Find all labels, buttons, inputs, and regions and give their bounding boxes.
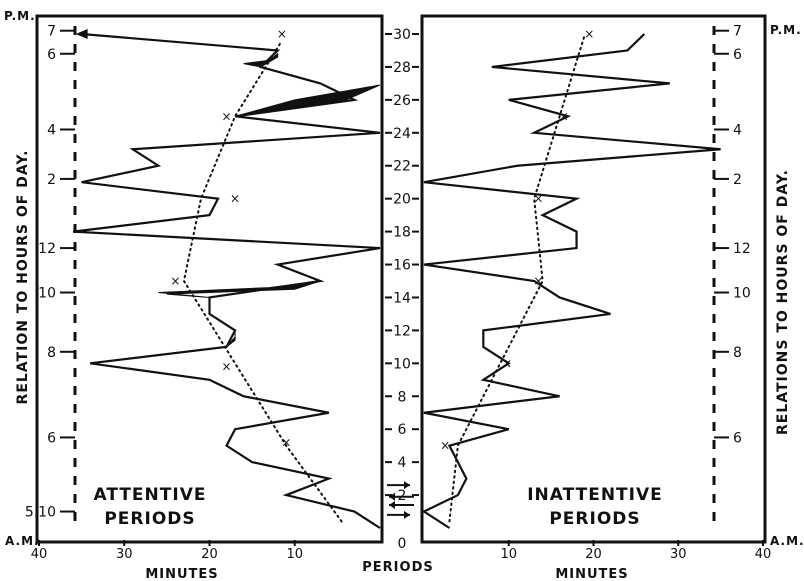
inattentive-series-trend-mark: ×	[533, 192, 543, 206]
left-hour-tick-label: 12	[38, 241, 56, 257]
left-minutes-tick-label: 10	[286, 547, 303, 562]
period-tick-label: 20	[393, 192, 411, 208]
periods-arrow-head	[389, 500, 395, 509]
periods-arrow-head	[389, 492, 395, 501]
left-panel-title-line2: PERIODS	[104, 509, 195, 529]
inattentive-series-trend-mark: ×	[440, 439, 450, 453]
attentive-series-trend-mark: ×	[230, 192, 240, 206]
attentive-end-arrow	[75, 29, 88, 39]
right-hour-tick-label: 8	[733, 345, 742, 361]
left-hour-tick-label: 10	[38, 286, 56, 302]
period-tick-label: 18	[393, 225, 411, 241]
right-hour-tick-label: 10	[733, 286, 751, 302]
period-tick-label: 12	[393, 323, 411, 339]
periods-axis-label: PERIODS	[362, 560, 433, 575]
attentive-shaded-band	[243, 52, 279, 68]
right-hour-tick-label: 2	[733, 172, 742, 188]
inattentive-series-trend-mark: ×	[502, 356, 512, 370]
right-panel-title-line2: PERIODS	[549, 509, 640, 529]
attentive-series-trend-mark: ×	[222, 360, 232, 374]
period-tick-label: 6	[398, 422, 407, 438]
right-minutes-tick-label: 20	[585, 547, 602, 562]
period-tick-label: 26	[393, 93, 411, 109]
period-tick-label: 22	[393, 159, 411, 175]
right-hour-tick-label: 4	[733, 123, 742, 139]
inattentive-series-trend-mark: ×	[559, 109, 569, 123]
period-tick-label: 24	[393, 126, 411, 142]
right-minutes-tick-label: 10	[500, 547, 517, 562]
right-panel-title-line1: INATTENTIVE	[527, 485, 663, 505]
attentive-series-trend-mark: ×	[281, 435, 291, 449]
left-hour-tick-label: 6	[47, 430, 56, 446]
inattentive-series-trend	[448, 33, 587, 523]
inattentive-series-trend-mark: ×	[584, 27, 594, 41]
attentive-series-trend-mark: ×	[222, 109, 232, 123]
period-tick-label: 0	[398, 536, 407, 552]
left-hour-tick-label: 2	[47, 172, 56, 188]
left-pm-label: P.M.	[4, 9, 36, 23]
left-hour-tick-label: 8	[47, 345, 56, 361]
periods-arrow-head	[404, 510, 410, 519]
attentive-series-trend-mark: ×	[277, 27, 287, 41]
period-tick-label: 14	[393, 290, 411, 306]
left-hour-tick-label: 5.10	[25, 505, 56, 521]
periods-arrow-head	[404, 481, 410, 490]
right-minutes-tick-label: 30	[670, 547, 687, 562]
inattentive-series-trend-mark: ×	[533, 274, 543, 288]
right-xaxis-label: MINUTES	[555, 567, 628, 581]
inattentive-series	[421, 33, 721, 529]
left-hour-tick-label: 7	[47, 24, 56, 40]
left-xaxis-label: MINUTES	[145, 567, 218, 581]
period-tick-label: 8	[398, 389, 407, 405]
right-hour-tick-label: 6	[733, 430, 742, 446]
left-yaxis-label: RELATION TO HOURS OF DAY.	[15, 150, 31, 405]
attentive-shaded-band	[226, 330, 236, 348]
right-pm-label: P.M.	[770, 23, 802, 37]
right-hour-tick-label: 12	[733, 241, 751, 257]
period-tick-label: 4	[398, 455, 407, 471]
left-minutes-tick-label: 30	[116, 547, 133, 562]
period-tick-label: 30	[393, 27, 411, 43]
right-yaxis-label: RELATIONS TO HOURS OF DAY.	[775, 169, 791, 435]
right-hour-tick-label: 6	[733, 47, 742, 63]
left-hour-tick-label: 6	[47, 47, 56, 63]
right-hour-tick-label: 7	[733, 24, 742, 40]
right-minutes-tick-label: 40	[755, 547, 772, 562]
left-minutes-tick-label: 40	[31, 547, 48, 562]
attentive-series-trend-mark: ×	[170, 274, 180, 288]
attentive-shaded-band	[158, 280, 321, 298]
chart-marks: 0246810121416182022242628304030201010203…	[25, 24, 771, 562]
left-minutes-tick-label: 20	[201, 547, 218, 562]
attentive-series-trend	[182, 39, 343, 523]
left-hour-tick-label: 4	[47, 123, 56, 139]
right-am-label: A.M.	[770, 534, 804, 548]
attentive-series	[72, 32, 381, 529]
period-tick-label: 10	[393, 356, 411, 372]
period-tick-label: 16	[393, 258, 411, 274]
left-am-label: A.M.	[5, 534, 40, 548]
left-panel-title-line1: ATTENTIVE	[94, 485, 207, 505]
period-tick-label: 28	[393, 60, 411, 76]
attentive-shaded-band	[234, 84, 381, 117]
